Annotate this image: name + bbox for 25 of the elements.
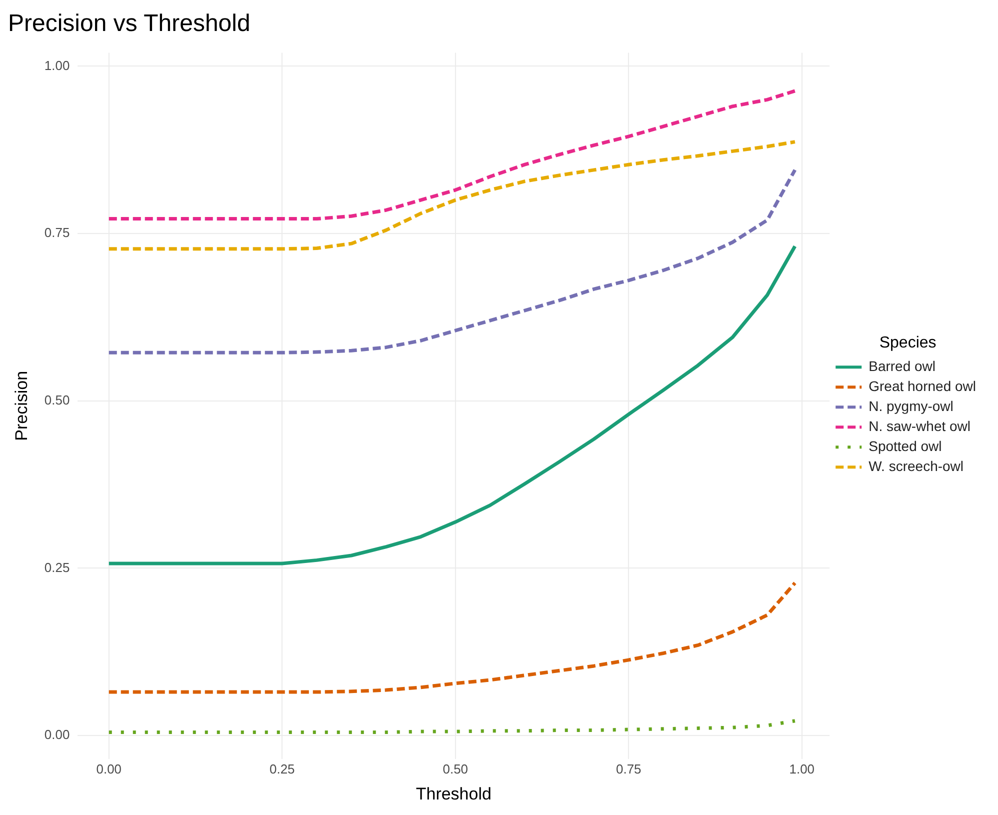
x-tick-label: 1.00	[789, 761, 815, 776]
legend-label: N. pygmy-owl	[868, 398, 954, 414]
chart-title: Precision vs Threshold	[8, 10, 250, 38]
y-tick-label: 0.50	[44, 392, 70, 408]
line-series	[107, 581, 797, 694]
line-series	[107, 140, 797, 251]
legend-label: W. screech-owl	[868, 458, 964, 474]
legend-title: Species	[879, 334, 936, 352]
x-tick-label: 0.75	[616, 761, 642, 776]
x-tick-label: 0.50	[442, 761, 468, 776]
line-series	[107, 719, 797, 734]
x-axis-title: Threshold	[416, 784, 492, 804]
y-tick-label: 0.25	[44, 560, 70, 575]
x-tick-label: 0.00	[96, 761, 122, 776]
legend-label: Great horned owl	[868, 378, 976, 394]
x-tick-label: 0.25	[269, 761, 295, 776]
legend-label: Barred owl	[868, 358, 936, 374]
legend-label: Spotted owl	[868, 438, 942, 454]
y-tick-label: 0.00	[44, 727, 70, 742]
line-series	[107, 168, 797, 354]
line-series	[107, 89, 797, 221]
y-tick-label: 0.75	[44, 225, 70, 240]
y-axis-title: Precision	[12, 370, 31, 441]
y-tick-label: 1.00	[44, 58, 70, 73]
legend-label: N. saw-whet owl	[868, 418, 971, 434]
